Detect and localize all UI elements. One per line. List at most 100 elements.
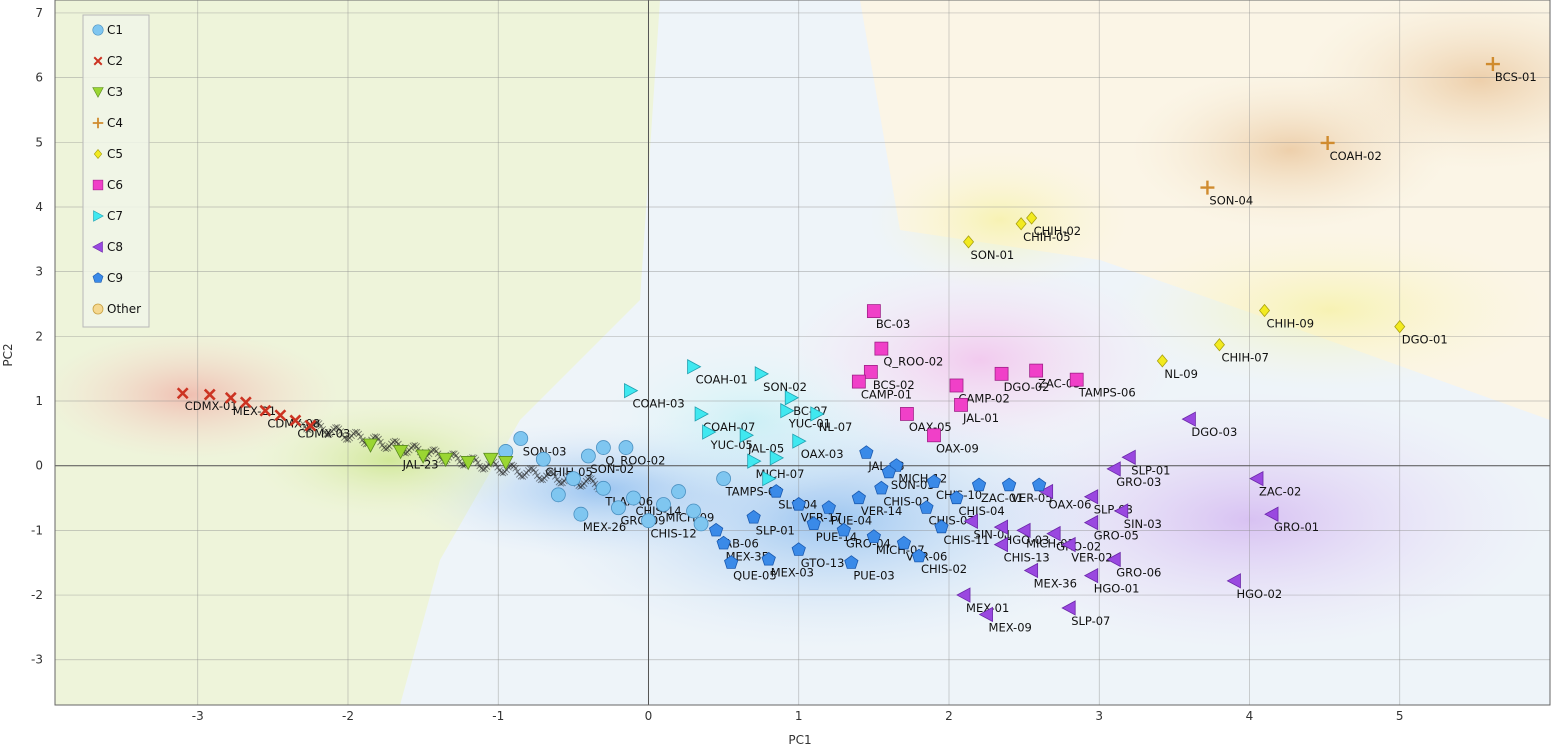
point-label: HGO-03 xyxy=(1004,533,1050,547)
data-points xyxy=(176,57,1500,623)
chain-mark xyxy=(317,422,325,430)
point-c7 xyxy=(810,406,825,422)
point-label: SIN-03 xyxy=(1124,517,1162,531)
point-c6 xyxy=(954,397,968,412)
legend-marker xyxy=(92,272,104,283)
legend-label: C2 xyxy=(107,54,123,68)
point-c2 xyxy=(289,414,302,427)
x-tick-label: -3 xyxy=(192,709,204,723)
point-c2 xyxy=(239,396,252,409)
legend-entry-other: Other xyxy=(92,302,141,316)
point-label: GTO-13 xyxy=(801,556,845,570)
chain-mark xyxy=(537,476,545,484)
point-label: VER-06 xyxy=(906,549,947,563)
point-c2 xyxy=(203,388,216,401)
chain-mark xyxy=(577,483,584,490)
point-c8 xyxy=(1083,514,1099,531)
point-label: COAH-01 xyxy=(696,373,748,387)
chain-mark xyxy=(514,468,521,475)
point-c1 xyxy=(656,497,671,512)
point-labels: SON-03Q_ROO-02SON-02CHIH-05TLAX-06CHIS-1… xyxy=(185,70,1537,634)
point-c1 xyxy=(513,431,529,446)
point-c9 xyxy=(724,555,739,569)
point-c1 xyxy=(671,484,686,499)
legend: C1 C2 C3 C4 C5 C6 C7 C8 C9 Other xyxy=(82,14,150,328)
point-c9 xyxy=(866,529,881,543)
legend-marker xyxy=(93,149,103,159)
chain-mark xyxy=(337,428,345,435)
point-c1 xyxy=(686,503,701,519)
point-c9 xyxy=(1032,477,1047,492)
x-tick-label: -2 xyxy=(342,709,354,723)
point-label: HGO-02 xyxy=(1236,587,1282,601)
point-label: MEX-09 xyxy=(989,620,1032,634)
point-label: MEX-36 xyxy=(1034,576,1077,590)
point-c9 xyxy=(769,484,784,498)
point-c6 xyxy=(900,407,914,421)
legend-entry-c9: C9 xyxy=(92,271,123,285)
x-tick-label: 3 xyxy=(1095,709,1103,723)
point-label: SON-02 xyxy=(590,462,634,476)
point-c6 xyxy=(851,374,866,389)
point-label: NL-09 xyxy=(1164,367,1198,381)
series-c2 xyxy=(176,387,317,432)
point-c7 xyxy=(762,470,777,487)
point-label: Q_ROO-02 xyxy=(605,454,665,468)
y-tick-label: 0 xyxy=(35,459,43,473)
legend-marker xyxy=(93,56,103,66)
legend-entry-c8: C8 xyxy=(92,240,123,254)
point-label: CHIS-04 xyxy=(959,504,1005,518)
point-c7 xyxy=(754,366,770,382)
series-c7 xyxy=(624,359,825,487)
point-label: COAH-03 xyxy=(632,397,684,411)
series-c1 xyxy=(498,431,732,532)
chain-mark xyxy=(332,424,339,431)
point-c8 xyxy=(1181,411,1196,427)
point-label: OAX-03 xyxy=(801,447,844,461)
chain-mark xyxy=(355,430,363,438)
point-c1 xyxy=(573,506,589,522)
point-label: MEX-21 xyxy=(233,404,276,418)
point-label: CAMP-02 xyxy=(959,391,1010,405)
legend-entry-c3: C3 xyxy=(92,85,123,99)
point-c9 xyxy=(874,480,889,495)
point-label: SON-04 xyxy=(1209,194,1253,208)
point-label: VER-05 xyxy=(1011,491,1052,505)
point-c2 xyxy=(176,387,189,400)
dense-point-chain xyxy=(299,419,606,493)
point-label: OAX-09 xyxy=(936,441,979,455)
point-c7 xyxy=(784,390,800,406)
point-label: MEX-01 xyxy=(966,601,1009,615)
legend-label: C1 xyxy=(107,23,123,37)
point-c8 xyxy=(1083,567,1099,584)
point-label: SLP-07 xyxy=(1071,614,1110,628)
point-c6 xyxy=(949,378,964,393)
y-tick-label: -2 xyxy=(31,588,43,602)
legend-marker xyxy=(92,241,103,253)
point-c1 xyxy=(716,471,732,487)
chain-mark xyxy=(371,433,379,440)
point-c8 xyxy=(1106,461,1121,477)
point-label: SLP-01 xyxy=(1131,463,1170,477)
point-c3 xyxy=(392,445,409,460)
point-label: VER-14 xyxy=(861,504,902,518)
class-regions xyxy=(55,0,1550,705)
point-label: DGO-01 xyxy=(1402,333,1448,347)
point-label: SON-03 xyxy=(523,445,567,459)
legend-marker xyxy=(92,87,104,98)
chain-mark xyxy=(492,460,500,468)
point-c6 xyxy=(1029,363,1044,378)
chain-mark xyxy=(546,468,554,476)
y-tick-label: 2 xyxy=(35,329,43,343)
point-label: CHIS-11 xyxy=(943,533,989,547)
point-c8 xyxy=(1038,483,1054,500)
point-label: GRO-06 xyxy=(1116,565,1161,579)
point-c9 xyxy=(851,490,866,505)
plot-frame xyxy=(54,0,1551,706)
chain-mark xyxy=(452,452,460,459)
point-c4 xyxy=(1200,180,1215,195)
point-c1 xyxy=(618,440,634,455)
point-c1 xyxy=(535,451,551,467)
point-label: VER-02 xyxy=(1071,551,1112,565)
legend-entry-c1: C1 xyxy=(92,23,123,37)
